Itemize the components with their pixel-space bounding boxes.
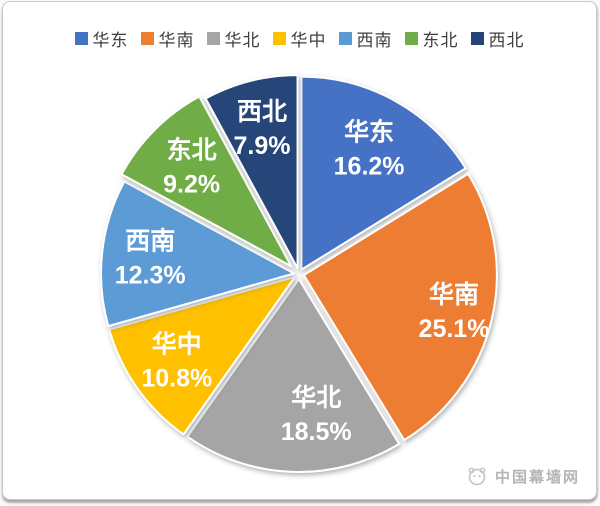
legend-label: 华东 <box>92 31 129 50</box>
legend-item-4: 西南 <box>338 26 393 51</box>
legend-item-5: 东北 <box>404 26 459 51</box>
legend-swatch-icon <box>140 32 154 45</box>
pie-slice-label-1: 华南 25.1% <box>419 280 490 343</box>
pie-slice-3 <box>108 275 296 436</box>
pie-slice-label-2: 华北 18.5% <box>281 383 352 446</box>
pie-slice-label-5: 东北 9.2% <box>163 136 220 199</box>
legend-swatch-icon <box>206 32 220 45</box>
legend-label: 西北 <box>488 31 525 50</box>
pie-slices <box>100 74 498 473</box>
pie-slice-label-4: 西南 12.3% <box>115 228 186 290</box>
pie-chart: 华东 16.2% 华南 25.1% 华北 18.5% 华中 10.8% 西南 12.3% 东北 9.2… <box>100 74 498 473</box>
pie-slice-0 <box>300 75 467 271</box>
legend-label: 华中 <box>290 31 327 50</box>
legend-item-6: 西北 <box>470 26 525 51</box>
legend-swatch-icon <box>470 32 484 45</box>
watermark: 中国幕墙网 <box>466 465 580 487</box>
legend-item-1: 华南 <box>140 26 195 51</box>
pie-labels: 华东 16.2% 华南 25.1% 华北 18.5% 华中 10.8% 西南 12.3% 东北 9.2… <box>115 98 490 446</box>
legend-label: 华北 <box>224 31 261 50</box>
pie-slice-label-3: 华中 10.8% <box>141 330 212 393</box>
chart-card: 华东 华南 华北 华中 西南 东北 西北 华东 16.2% 华南 25.1% 华北 18.5% 华中 10… <box>2 1 597 500</box>
legend-label: 华南 <box>158 31 195 50</box>
legend-label: 西南 <box>356 31 393 50</box>
legend-item-0: 华东 <box>74 26 129 51</box>
pie-slice-label-0: 华东 16.2% <box>334 117 405 180</box>
legend-item-2: 华北 <box>206 26 261 51</box>
pie-slice-4 <box>100 180 296 328</box>
legend-item-3: 华中 <box>272 26 327 51</box>
legend-swatch-icon <box>74 32 88 45</box>
pie-slice-1 <box>302 172 498 442</box>
legend: 华东 华南 华北 华中 西南 东北 西北 <box>3 26 596 51</box>
pie-slice-2 <box>186 278 401 473</box>
legend-swatch-icon <box>272 32 286 45</box>
legend-swatch-icon <box>404 32 418 45</box>
watermark-logo-icon <box>468 467 486 486</box>
watermark-text: 中国幕墙网 <box>494 468 580 486</box>
legend-swatch-icon <box>338 32 352 45</box>
legend-label: 东北 <box>422 31 459 50</box>
pie-slice-6 <box>204 74 299 270</box>
pie-slice-5 <box>120 95 293 268</box>
pie-slice-label-6: 西北 7.9% <box>234 98 291 160</box>
